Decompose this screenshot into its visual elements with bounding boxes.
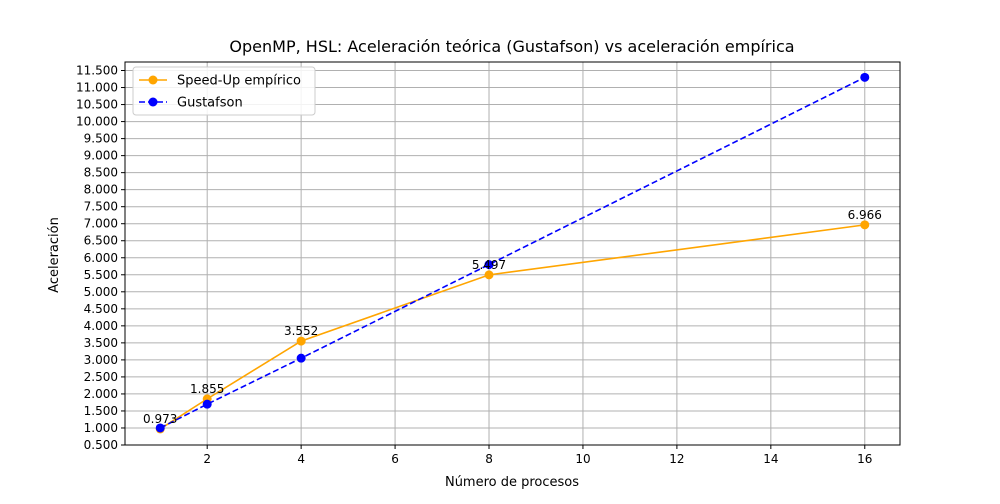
data-label: 5.497 [472,258,506,272]
legend: Speed-Up empírico Gustafson [132,66,316,116]
y-tick-label: 3.500 [84,336,118,350]
series-point-2 [860,72,870,82]
y-tick-label: 7.500 [84,200,118,214]
series-point-2 [202,399,212,409]
y-tick-label: 8.500 [84,166,118,180]
x-tick-label: 6 [391,452,399,466]
y-tick-label: 3.000 [84,353,118,367]
legend-box [132,66,316,116]
plot-frame [124,61,901,446]
x-tick-label: 12 [669,452,684,466]
series-layer [155,72,870,434]
series-point-2 [484,260,494,270]
y-tick-label: 6.500 [84,234,118,248]
data-label: 6.966 [848,208,882,222]
legend-entry-label: Gustafson [177,96,243,111]
data-label: 1.855 [190,382,224,396]
series-point-2 [296,353,306,363]
y-tick-label: 10.000 [76,115,118,129]
y-tick-label: 2.000 [84,387,118,401]
x-tick-label: 16 [857,452,872,466]
y-tick-label: 7.000 [84,217,118,231]
y-tick-label: 5.000 [84,285,118,299]
data-label: 3.552 [284,324,318,338]
y-tick-label: 4.000 [84,319,118,333]
chart-title: OpenMP, HSL: Aceleración teórica (Gustaf… [229,37,794,56]
x-tick-label: 4 [297,452,305,466]
legend-entry-label: Speed-Up empírico [177,74,301,89]
y-tick-label: 1.500 [84,404,118,418]
series-point-2 [155,423,165,433]
y-tick-label: 4.500 [84,302,118,316]
y-tick-label: 8.000 [84,183,118,197]
legend-swatch-marker [148,75,158,85]
y-tick-label: 9.000 [84,149,118,163]
x-tick-label: 10 [575,452,590,466]
y-tick-label: 9.500 [84,132,118,146]
axis-ticks: 2 4 6 8 10 12 14 16 0.500 1.000 1.500 2.000 2.500 3.0… [76,64,872,466]
x-tick-label: 14 [763,452,778,466]
y-tick-label: 10.500 [76,98,118,112]
y-tick-label: 5.500 [84,268,118,282]
x-tick-label: 8 [485,452,493,466]
series-point-1 [484,270,494,280]
y-tick-label: 11.000 [76,81,118,95]
y-tick-label: 1.000 [84,421,118,435]
y-tick-label: 0.500 [84,438,118,452]
series-point-1 [860,220,870,230]
y-tick-label: 11.500 [76,64,118,78]
x-axis-label: Número de procesos [445,475,579,490]
legend-swatch-marker [148,97,158,107]
data-labels: 0.973 1.855 3.552 5.497 6.966 [143,208,882,426]
y-tick-label: 2.500 [84,370,118,384]
data-label: 0.973 [143,412,177,426]
y-tick-label: 6.000 [84,251,118,265]
y-axis-label: Aceleración [47,217,62,293]
x-tick-label: 2 [203,452,211,466]
series-point-1 [296,336,306,346]
